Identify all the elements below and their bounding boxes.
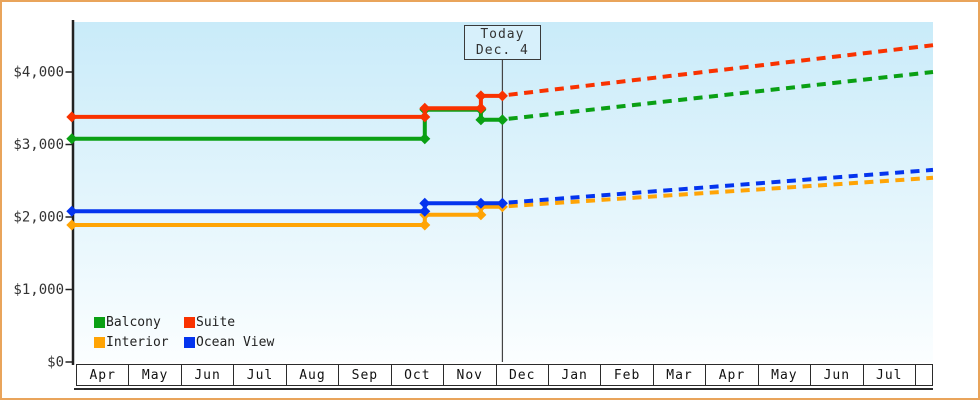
series-interior-point (419, 219, 431, 231)
y-tick-label: $0 (47, 355, 64, 371)
legend-label-interior: Interior (106, 334, 169, 350)
legend-label-balcony: Balcony (106, 314, 161, 330)
interior-swatch-icon (94, 336, 105, 348)
month-label: Sep (339, 365, 392, 385)
series-suite-point (419, 102, 431, 114)
month-label: May (129, 365, 182, 385)
month-cell-empty (916, 365, 932, 385)
series-ocean-view-point (496, 197, 508, 209)
suite-swatch-icon (184, 316, 195, 328)
series-ocean-view-point (66, 205, 78, 217)
series-balcony-point (419, 133, 431, 145)
today-date: Dec. 4 (475, 42, 529, 58)
series-ocean-view-point (419, 197, 431, 209)
month-label: Apr (706, 365, 759, 385)
month-label: Mar (654, 365, 707, 385)
month-label: Jun (182, 365, 235, 385)
y-tick-label: $1,000 (13, 282, 64, 298)
month-label: May (759, 365, 812, 385)
series-balcony-point (496, 114, 508, 126)
month-label: Jan (549, 365, 602, 385)
month-label: Aug (287, 365, 340, 385)
series-balcony-point (475, 114, 487, 126)
series-suite-point (496, 90, 508, 102)
y-tick-label: $3,000 (13, 137, 64, 153)
y-tick-label: $4,000 (13, 65, 64, 81)
balcony-swatch-icon (94, 316, 105, 328)
series-suite-point (475, 90, 487, 102)
series-balcony-point (66, 133, 78, 145)
legend-label-ocean-view: Ocean View (196, 334, 275, 350)
today-marker-box: Today Dec. 4 (463, 25, 541, 60)
today-label: Today (480, 26, 525, 42)
ocean-view-swatch-icon (184, 336, 195, 348)
legend-item-ocean-view: Ocean View (184, 335, 274, 350)
series-ocean-view-point (419, 205, 431, 217)
series-ocean-view-forecast-line (508, 167, 934, 205)
legend-item-interior: Interior (94, 335, 184, 350)
legend-item-balcony: Balcony (94, 315, 184, 330)
month-label: Dec (497, 365, 549, 385)
x-axis-underline (74, 388, 933, 390)
legend-label-suite: Suite (196, 314, 236, 330)
month-label: Oct (392, 365, 445, 385)
month-label: Feb (601, 365, 654, 385)
month-label: Jul (234, 365, 287, 385)
month-label: Nov (444, 365, 497, 385)
y-tick-label: $2,000 (13, 210, 64, 226)
series-interior-forecast-line (508, 175, 934, 209)
month-label: Jul (864, 365, 916, 385)
series-suite-point (66, 111, 78, 123)
legend: Balcony Suite Interior Ocean View (94, 312, 274, 352)
series-interior-point (66, 219, 78, 231)
series-interior-point (475, 209, 487, 221)
plot-background (74, 22, 933, 362)
series-ocean-view (66, 167, 934, 217)
month-label: Jun (811, 365, 864, 385)
x-axis-month-band: Apr May Jun Jul Aug Sep Oct Nov Dec Jan Feb Mar Apr M… (76, 364, 933, 386)
series-suite (66, 43, 934, 123)
series-suite-point (475, 102, 487, 114)
month-label: Apr (77, 365, 130, 385)
legend-item-suite: Suite (184, 315, 274, 330)
series-suite-point (419, 111, 431, 123)
series-ocean-view-point (475, 197, 487, 209)
